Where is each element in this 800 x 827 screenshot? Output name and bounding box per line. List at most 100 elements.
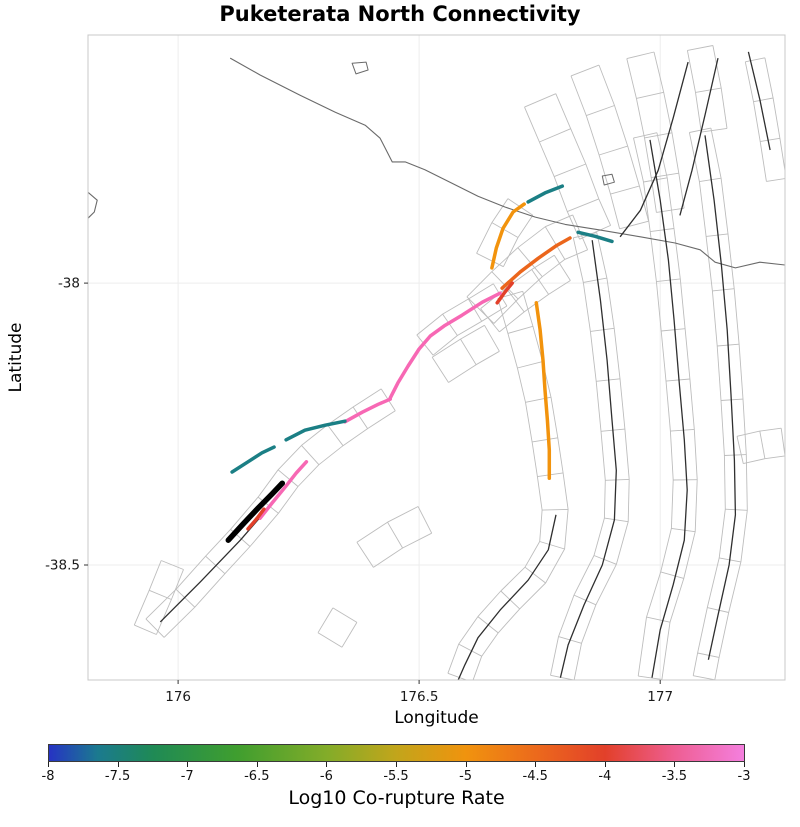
rupture-segment [388, 291, 502, 400]
fault-patch-rung [327, 424, 344, 446]
fault-patch-rung [134, 624, 157, 635]
fault-trace [704, 135, 737, 660]
island-outline [601, 173, 615, 186]
fault-band-edge [448, 350, 500, 383]
fault-patch-rung [387, 521, 403, 549]
fault-patch-rung [646, 616, 671, 623]
fault-patch-rung [205, 555, 226, 575]
fault-patch-rung [586, 105, 615, 117]
rupture-segment [284, 419, 347, 442]
fault-patch-rung [665, 378, 690, 382]
fault-patch-rung [736, 436, 744, 464]
fault-patch-rung [491, 222, 519, 238]
fault-patch-rung [619, 220, 649, 230]
fault-patch-rung [583, 277, 607, 283]
colorbar-tick [396, 762, 397, 767]
colorbar-tick-label: -5.5 [383, 769, 409, 784]
fault-patch-rung [697, 652, 720, 658]
fault-patch-rung [724, 454, 747, 456]
fault-patch-rung [760, 137, 780, 142]
fault-band-edge [633, 137, 674, 677]
colorbar-tick-label: -3.5 [661, 769, 688, 784]
island-outline [351, 61, 369, 75]
fault-band-edge [710, 128, 748, 680]
fault-patch-rung [633, 132, 657, 139]
colorbar-label: Log10 Co-rupture Rate [288, 787, 505, 809]
fault-patch-rung [593, 555, 617, 565]
fault-patch-rung [670, 428, 695, 432]
fault-patch-rung [460, 338, 477, 365]
x-tick-label: 176 [165, 689, 191, 705]
fault-patch-rung [643, 177, 668, 183]
fault-patch-rung [656, 207, 685, 213]
fault-patch-rung [531, 269, 549, 295]
coastline [88, 191, 98, 219]
rupture-segment [230, 445, 276, 474]
colorbar-tick-label: -3 [737, 769, 751, 784]
y-tick-label: -38 [58, 276, 80, 292]
fault-patch-rung [544, 226, 566, 260]
fault-patch-rung [605, 478, 630, 481]
map-plot: 176 176.5 177 -38 -38.5 [45, 34, 786, 705]
fault-patch-rung [707, 607, 729, 613]
fault-patch-rung [332, 607, 358, 623]
fault-patch-rung [317, 632, 343, 648]
fault-patch-rung [550, 674, 575, 680]
fault-band-edge [598, 64, 650, 222]
colorbar-tick-label: -4 [598, 769, 612, 784]
fault-patch-rung [695, 87, 722, 93]
fault-patch-rung [706, 233, 729, 237]
colorbar-tick [326, 762, 328, 767]
fault-patch-rung [277, 469, 299, 487]
fault-patch-rung [570, 64, 600, 77]
colorbar-tick-label: -5 [459, 769, 473, 784]
colorbar-tick [604, 762, 606, 767]
fault-band-edge [744, 61, 767, 182]
fault-patch-rung [161, 560, 184, 570]
fault-patch-rung [701, 127, 728, 133]
rupture-segment [576, 230, 614, 244]
fault-band-edge [133, 560, 162, 626]
fault-patch-rung [145, 618, 165, 638]
fault-trace [679, 57, 719, 216]
fault-patch-rung [693, 675, 715, 680]
fault-band-edge [688, 132, 726, 676]
fault-patch-rung [484, 325, 500, 352]
fault-band-edge [373, 532, 432, 568]
colorbar-tick [465, 762, 467, 767]
x-tick-label: 176.5 [400, 689, 439, 705]
target-fault [225, 480, 286, 543]
fault-band-edge [626, 58, 657, 213]
fault-band-edge [686, 50, 702, 133]
x-tick-label: 177 [647, 689, 673, 705]
fault-patch-rung [447, 672, 468, 680]
fault-patch-rung [553, 254, 571, 281]
fault-band-edge [764, 57, 785, 174]
fault-patch-rung [780, 428, 785, 456]
fault-band-edge [432, 305, 508, 356]
fault-patch-rung [660, 571, 684, 579]
fault-patch-rung [745, 57, 765, 63]
rupture-segment [526, 184, 565, 204]
fault-patch-rung [759, 431, 766, 459]
fault-patch-rung [507, 325, 534, 334]
fault-band-edge [736, 427, 782, 437]
fault-patch-rung [671, 527, 696, 533]
y-axis-label: Latitude [6, 322, 26, 393]
fault-patch-rung [505, 287, 525, 313]
fault-trace [559, 240, 617, 678]
rupture-segment [534, 301, 552, 480]
colorbar-tick-label: -7.5 [104, 769, 131, 784]
fault-band-edge [573, 232, 630, 680]
fault-band-edge [524, 106, 581, 240]
fault-patch-rung [476, 252, 504, 268]
colorbar-tick [744, 762, 745, 767]
fault-band-edge [416, 283, 494, 336]
colorbar-tick-label: -8 [41, 769, 55, 784]
fault-patch-rung [579, 224, 611, 240]
fault-patch-rung [725, 508, 748, 511]
fault-patch-rung [149, 589, 172, 600]
fault-patch-rung [175, 588, 196, 608]
fault-band-edge [550, 237, 606, 676]
